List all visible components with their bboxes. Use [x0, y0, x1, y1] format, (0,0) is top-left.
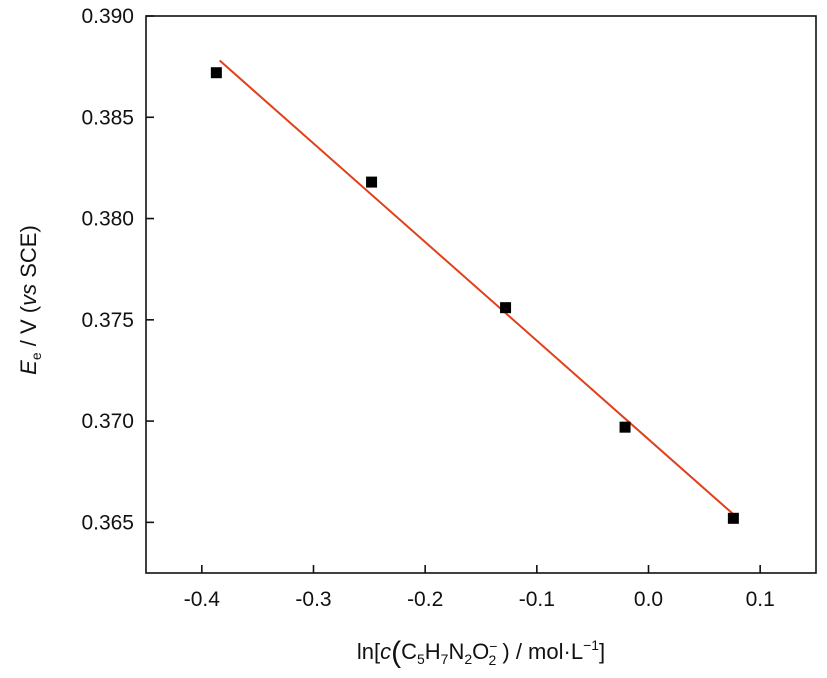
data-point	[210, 67, 222, 79]
x-axis-title-h-atom: H	[425, 639, 441, 664]
x-tick-label: -0.4	[184, 588, 221, 611]
y-tick-label: 0.370	[81, 410, 134, 433]
data-point	[366, 176, 378, 188]
x-axis-title-unit: ) / mol·L	[496, 639, 583, 664]
x-axis-title-prefix: ln[	[357, 639, 380, 664]
x-tick-label: -0.2	[407, 588, 443, 611]
y-tick-label: 0.375	[81, 309, 134, 332]
y-axis-title-subscript: e	[28, 352, 44, 360]
x-axis-title-n-sub: 2	[464, 651, 472, 667]
x-tick-label: 0.1	[746, 588, 775, 611]
x-axis-title-o-sup: −	[489, 638, 497, 654]
x-axis-title-open-paren: (	[391, 636, 401, 669]
y-tick-label: 0.385	[81, 106, 134, 129]
y-axis: 0.365 0.370 0.375 0.380 0.385 0.390	[81, 5, 154, 534]
data-point	[500, 302, 512, 314]
y-tick-label: 0.390	[81, 5, 134, 28]
x-axis-title-suffix: ]	[599, 639, 605, 664]
y-axis-title-ref: SCE)	[16, 225, 41, 284]
x-axis-title-c-sub: 5	[417, 651, 425, 667]
x-axis-title-c: c	[380, 639, 391, 664]
y-axis-title-vs: vs	[16, 284, 41, 306]
y-axis-title-symbol: E	[16, 360, 41, 375]
x-axis-title-unit-exp: −1	[583, 637, 599, 653]
fit-line	[219, 59, 735, 516]
x-axis-title-c-atom: C	[401, 639, 417, 664]
y-axis-title: Ee / V (vs SCE)	[16, 225, 44, 375]
x-axis-title-n-atom: N	[448, 639, 464, 664]
x-axis-title-h-sub: 7	[441, 651, 449, 667]
x-axis-title: ln[c(C5H7N2O− 2 ) / mol·L−1]	[357, 636, 605, 669]
y-axis-title-unit: / V (	[16, 305, 41, 352]
x-axis-title-o-sub: 2	[488, 652, 496, 668]
x-axis: -0.4 -0.3 -0.2 -0.1 0.0 0.1	[184, 565, 775, 611]
data-points	[210, 67, 739, 524]
plot-frame	[145, 15, 817, 574]
data-point	[619, 421, 631, 433]
y-tick-label: 0.380	[81, 208, 134, 231]
y-tick-label: 0.365	[81, 511, 134, 534]
data-point	[727, 512, 739, 524]
x-axis-title-o-atom: O	[472, 639, 489, 664]
x-tick-label: -0.1	[519, 588, 555, 611]
x-tick-label: 0.0	[634, 588, 663, 611]
x-tick-label: -0.3	[295, 588, 331, 611]
